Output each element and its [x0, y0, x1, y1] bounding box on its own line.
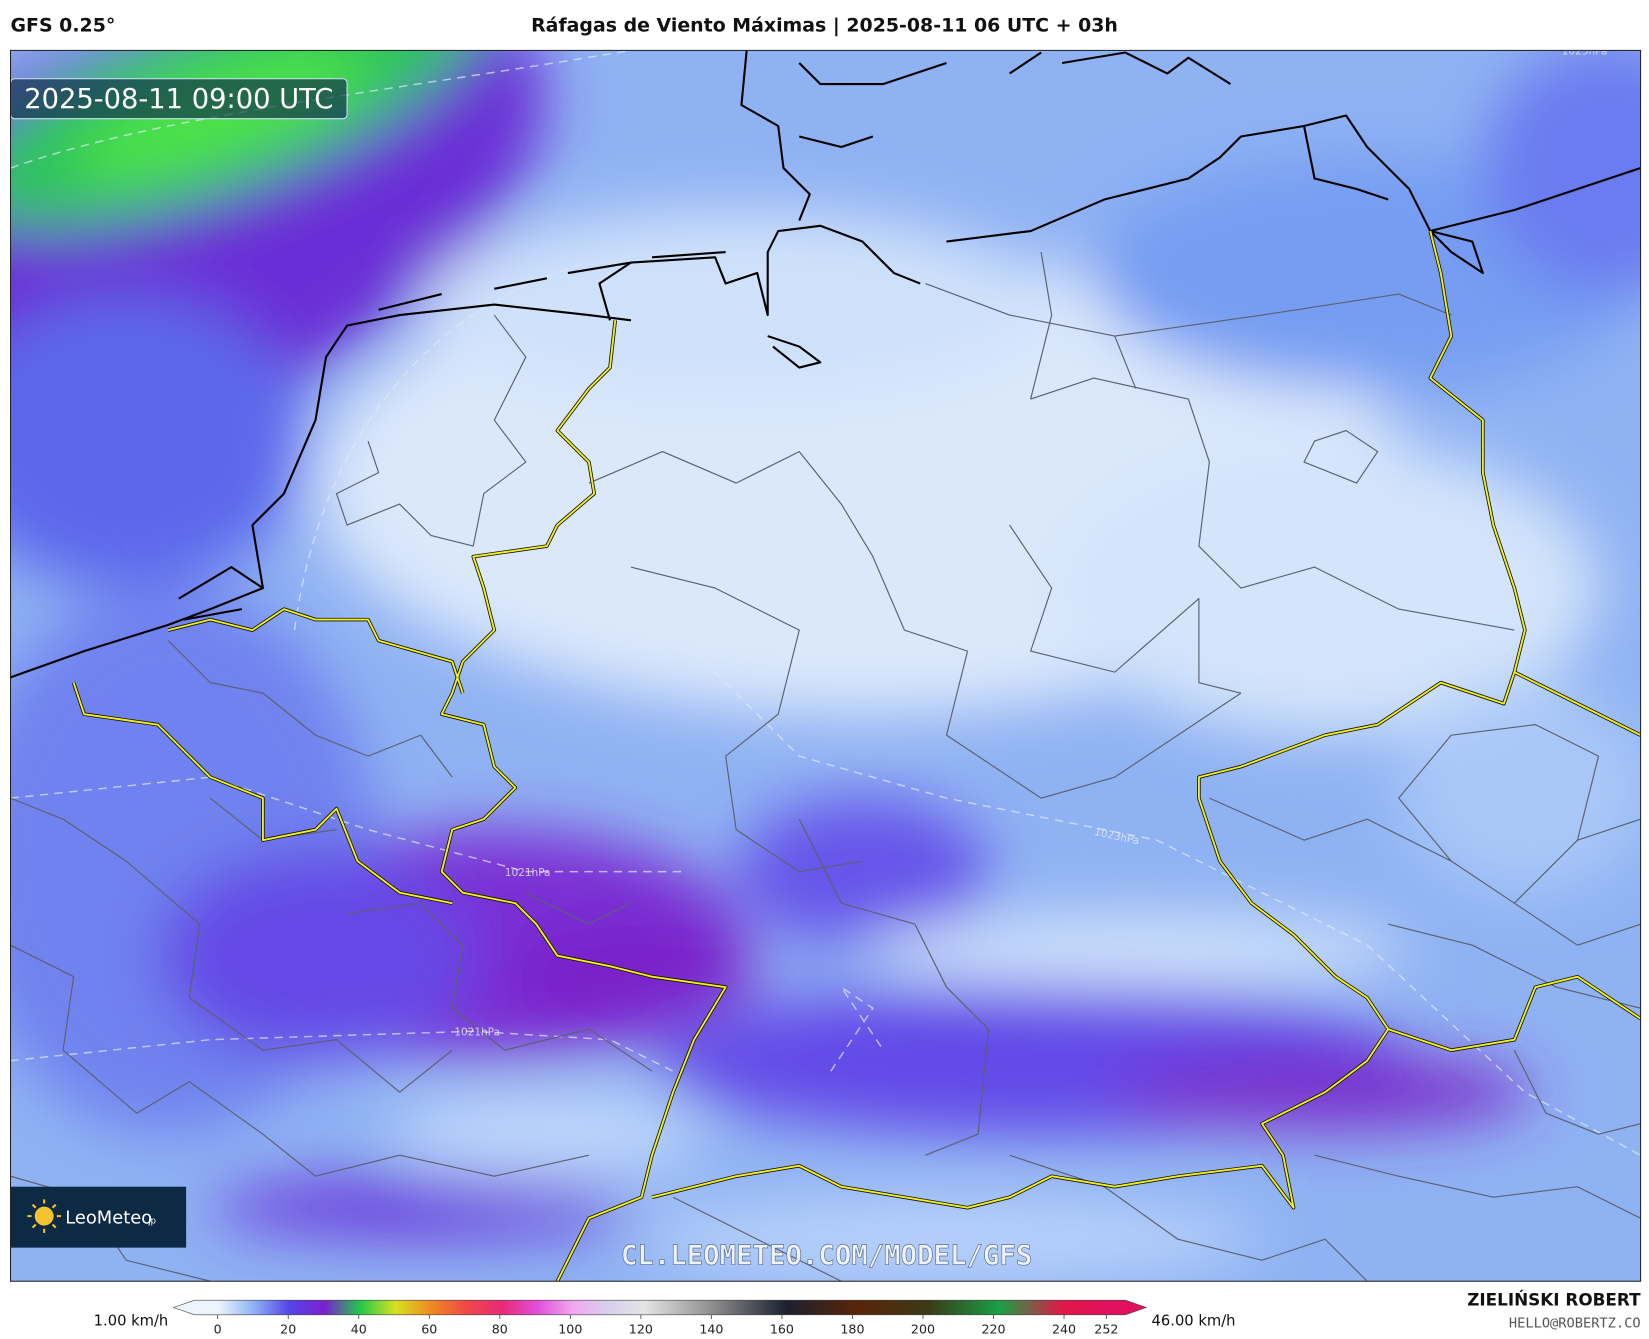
email: HELLO@ROBERTZ.CO — [1509, 1315, 1641, 1331]
colorbar-tick-label: 20 — [280, 1322, 296, 1337]
timestamp-box — [10, 78, 348, 120]
colorbar-max-label: 46.00 km/h — [1152, 1312, 1236, 1329]
colorbar-tick-label: 252 — [1094, 1322, 1118, 1337]
yellow-borders — [71, 230, 1641, 1282]
colorbar-tick-label: 240 — [1052, 1322, 1076, 1337]
colorbar-tick-label: 200 — [911, 1322, 935, 1337]
wind-field — [10, 50, 1641, 1282]
map-title: Ráfagas de Viento Máximas | 2025-08-11 0… — [531, 15, 1118, 37]
logo-text: LeoMeteo — [65, 1207, 152, 1228]
model-label: GFS 0.25° — [11, 15, 116, 37]
colorbar-tick-label: 220 — [981, 1322, 1005, 1337]
isobars — [10, 50, 1641, 1156]
colorbar-tick-label: 140 — [699, 1322, 723, 1337]
map-frame — [9, 49, 1642, 1282]
isobar-label: 1023hPa — [1562, 46, 1608, 58]
colorbar-tick-label: 80 — [492, 1322, 508, 1337]
colorbar-gradient — [172, 1299, 1148, 1316]
colorbar-tick-label: 0 — [214, 1322, 222, 1337]
isobar-label: 1021hPa — [505, 867, 551, 879]
author: ZIELIŃSKI ROBERT — [1467, 1288, 1641, 1309]
map-area: 1023hPa 1023hPa 1021hPa 1021hPa 2025-08-… — [10, 46, 1641, 1282]
colorbar-min-label: 1.00 km/h — [94, 1312, 169, 1329]
logo-sun — [27, 1199, 61, 1233]
coastline — [10, 50, 1641, 679]
colorbar-tick-label: 100 — [558, 1322, 582, 1337]
logo-suffix: jp — [147, 1215, 156, 1225]
colorbar-tick-label: 180 — [840, 1322, 864, 1337]
watermark: CL.LEOMETEO.COM/MODEL/GFS — [621, 1240, 1032, 1271]
isobar-label: 1021hPa — [454, 1026, 500, 1038]
colorbar-tick-label: 40 — [351, 1322, 367, 1337]
colorbar: 1.00 km/h 46.00 km/h 0 20 40 60 80 100 120 140 1… — [94, 1299, 1236, 1337]
borders — [10, 251, 1641, 1282]
colorbar-tick-label: 60 — [421, 1322, 437, 1337]
timestamp: 2025-08-11 09:00 UTC — [24, 84, 333, 115]
colorbar-tick-label: 160 — [770, 1322, 794, 1337]
colorbar-tick-label: 120 — [629, 1322, 653, 1337]
